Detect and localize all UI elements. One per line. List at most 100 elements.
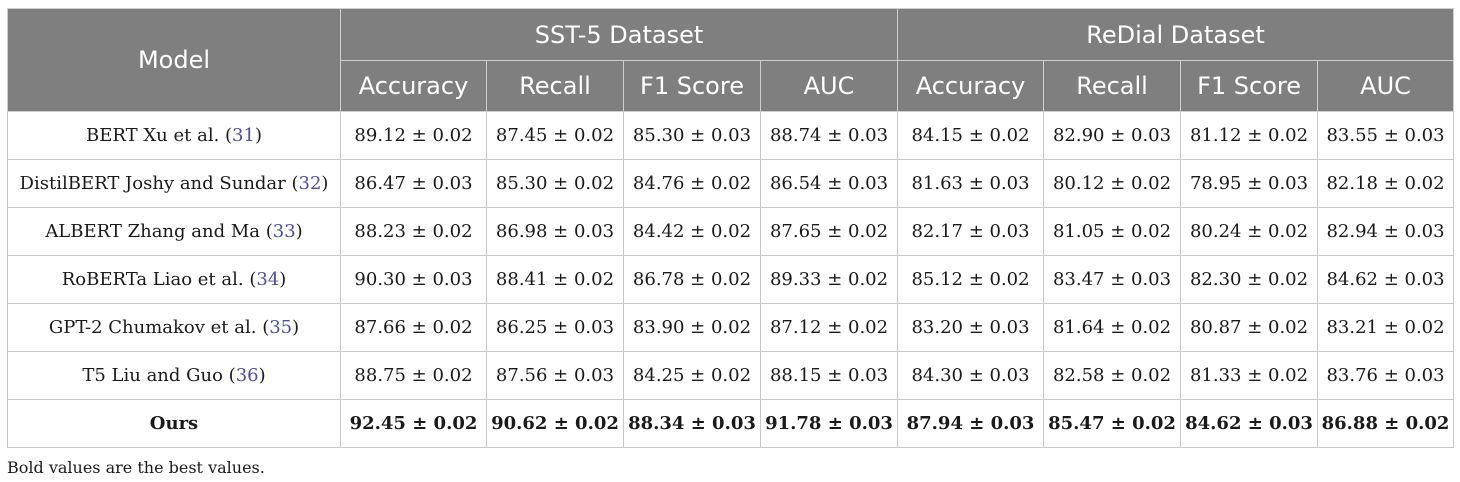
group-header-sst5: SST-5 Dataset [339,8,899,61]
metric-header: AUC [1317,60,1455,112]
metric-value-cell: 90.30 ± 0.03 [340,255,487,304]
metric-value-cell: 88.41 ± 0.02 [486,255,624,304]
metric-value-cell: 85.12 ± 0.02 [897,255,1045,304]
model-name: Ours [149,413,199,434]
results-table: Model SST-5 Dataset ReDial Dataset Accur… [7,8,1455,448]
model-column-header: Model [7,8,341,112]
metric-value-cell: 84.42 ± 0.02 [623,207,761,256]
metric-value-cell: 84.62 ± 0.03 [1317,255,1455,304]
table-body: BERT Xu et al. (31) 89.12 ± 0.02 87.45 ± 0… [7,111,1455,448]
citation-link[interactable]: 31 [232,125,255,146]
model-name-cell: BERT Xu et al. (31) [7,111,341,160]
table-row: ALBERT Zhang and Ma (33) 88.23 ± 0.02 86.9… [7,207,1455,256]
model-name: ALBERT Zhang and Ma ( [45,221,273,242]
citation-link[interactable]: 36 [235,365,259,386]
citation-close: ) [295,221,303,242]
metric-value-cell: 85.30 ± 0.03 [623,111,761,160]
table-footnote: Bold values are the best values. [7,458,265,477]
metric-value-cell: 87.66 ± 0.02 [340,303,487,352]
metric-value-cell: 86.98 ± 0.03 [486,207,624,256]
table-row: Ours 92.45 ± 0.02 90.62 ± 0.02 88.34 ± 0.03… [7,399,1455,448]
metric-value-cell: 82.90 ± 0.03 [1043,111,1182,160]
citation-close: ) [279,269,287,290]
model-name-cell: Ours [7,399,341,448]
metric-value-cell: 83.55 ± 0.03 [1317,111,1455,160]
table-row: RoBERTa Liao et al. (34) 90.30 ± 0.03 88.4… [7,255,1455,304]
metric-value-cell: 85.30 ± 0.02 [486,159,624,208]
metric-value-cell: 83.76 ± 0.03 [1317,351,1455,400]
metric-value-cell: 84.25 ± 0.02 [623,351,761,400]
model-name-cell: T5 Liu and Guo (36) [7,351,341,400]
citation-close: ) [258,365,266,386]
model-name: BERT Xu et al. ( [86,125,233,146]
metric-value-cell: 81.63 ± 0.03 [897,159,1045,208]
metric-value-cell: 80.87 ± 0.02 [1180,303,1319,352]
metric-value-cell: 82.58 ± 0.02 [1043,351,1182,400]
metric-header: Recall [1043,60,1182,112]
metric-value-cell: 85.47 ± 0.02 [1043,399,1182,448]
citation-link[interactable]: 33 [272,221,296,242]
metric-value-cell: 82.30 ± 0.02 [1180,255,1319,304]
citation-close: ) [292,317,300,338]
table-row: DistilBERT Joshy and Sundar (32) 86.47 ± … [7,159,1455,208]
metric-value-cell: 80.24 ± 0.02 [1180,207,1319,256]
model-name: RoBERTa Liao et al. ( [61,269,257,290]
citation-close: ) [254,125,262,146]
metric-value-cell: 84.30 ± 0.03 [897,351,1045,400]
metric-value-cell: 78.95 ± 0.03 [1180,159,1319,208]
metric-value-cell: 81.33 ± 0.02 [1180,351,1319,400]
model-name-cell: RoBERTa Liao et al. (34) [7,255,341,304]
group-header-redial: ReDial Dataset [897,8,1455,61]
metric-header: Recall [486,60,624,112]
metric-value-cell: 86.78 ± 0.02 [623,255,761,304]
metric-value-cell: 89.33 ± 0.02 [759,255,899,304]
metric-value-cell: 82.17 ± 0.03 [897,207,1045,256]
model-name: DistilBERT Joshy and Sundar ( [19,173,299,194]
metric-value-cell: 88.34 ± 0.03 [623,399,761,448]
model-name-cell: ALBERT Zhang and Ma (33) [7,207,341,256]
metric-header: AUC [759,60,899,112]
model-name-cell: GPT-2 Chumakov et al. (35) [7,303,341,352]
metric-value-cell: 87.65 ± 0.02 [759,207,899,256]
metric-value-cell: 80.12 ± 0.02 [1043,159,1182,208]
metric-value-cell: 92.45 ± 0.02 [340,399,487,448]
metric-value-cell: 91.78 ± 0.03 [759,399,899,448]
metric-value-cell: 88.75 ± 0.02 [340,351,487,400]
metric-value-cell: 90.62 ± 0.02 [486,399,624,448]
citation-link[interactable]: 34 [256,269,280,290]
metric-header: Accuracy [897,60,1045,112]
metric-value-cell: 89.12 ± 0.02 [340,111,487,160]
citation-link[interactable]: 35 [269,317,293,338]
metric-value-cell: 88.15 ± 0.03 [759,351,899,400]
metric-value-cell: 82.94 ± 0.03 [1317,207,1455,256]
metric-header: Accuracy [340,60,487,112]
metric-value-cell: 88.23 ± 0.02 [340,207,487,256]
metric-value-cell: 86.25 ± 0.03 [486,303,624,352]
metric-value-cell: 87.12 ± 0.02 [759,303,899,352]
metric-value-cell: 87.56 ± 0.03 [486,351,624,400]
model-name-cell: DistilBERT Joshy and Sundar (32) [7,159,341,208]
metric-value-cell: 86.47 ± 0.03 [340,159,487,208]
citation-close: ) [321,173,329,194]
metric-value-cell: 81.64 ± 0.02 [1043,303,1182,352]
metric-value-cell: 84.15 ± 0.02 [897,111,1045,160]
metric-header: F1 Score [1180,60,1319,112]
model-name: T5 Liu and Guo ( [82,365,236,386]
metric-value-cell: 82.18 ± 0.02 [1317,159,1455,208]
metric-value-cell: 87.94 ± 0.03 [897,399,1045,448]
metric-value-cell: 83.20 ± 0.03 [897,303,1045,352]
model-name: GPT-2 Chumakov et al. ( [48,317,270,338]
metric-value-cell: 83.47 ± 0.03 [1043,255,1182,304]
metric-header: F1 Score [623,60,761,112]
citation-link[interactable]: 32 [298,173,322,194]
metric-value-cell: 86.54 ± 0.03 [759,159,899,208]
table-row: T5 Liu and Guo (36) 88.75 ± 0.02 87.56 ± 0… [7,351,1455,400]
table-row: GPT-2 Chumakov et al. (35) 87.66 ± 0.02 86… [7,303,1455,352]
metric-value-cell: 83.90 ± 0.02 [623,303,761,352]
metric-value-cell: 83.21 ± 0.02 [1317,303,1455,352]
metric-value-cell: 86.88 ± 0.02 [1317,399,1455,448]
metric-value-cell: 88.74 ± 0.03 [759,111,899,160]
metric-value-cell: 81.05 ± 0.02 [1043,207,1182,256]
metric-value-cell: 84.76 ± 0.02 [623,159,761,208]
metric-value-cell: 81.12 ± 0.02 [1180,111,1319,160]
